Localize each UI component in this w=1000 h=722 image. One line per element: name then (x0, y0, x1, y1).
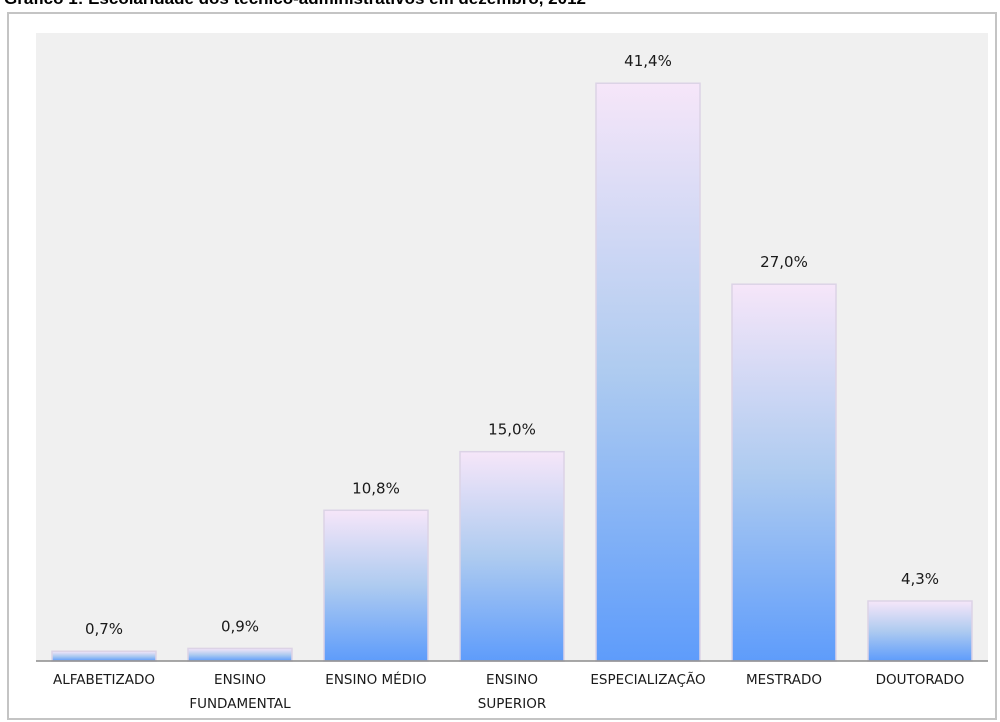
bar (459, 450, 565, 662)
x-tick-label: ENSINO MÉDIO (325, 671, 426, 688)
bar (187, 647, 293, 662)
x-tick-label: ALFABETIZADO (53, 672, 155, 688)
x-tick-label: DOUTORADO (876, 672, 965, 688)
chart-title: Gráfico 1: Escolaridade dos técnico-admi… (4, 0, 586, 9)
bar (867, 600, 973, 662)
bar (731, 283, 837, 662)
data-label: 10,8% (352, 479, 400, 497)
x-tick-label: ENSINO (214, 672, 266, 688)
x-tick-label: ENSINO (486, 672, 538, 688)
bar (51, 650, 157, 662)
x-tick-label: ESPECIALIZAÇÃO (590, 671, 705, 688)
data-label: 27,0% (760, 253, 808, 271)
x-tick-label: FUNDAMENTAL (189, 696, 291, 712)
data-label: 0,7% (85, 620, 123, 638)
data-label: 4,3% (901, 570, 939, 588)
bar (595, 82, 701, 662)
data-label: 41,4% (624, 52, 672, 70)
x-tick-label: SUPERIOR (478, 696, 547, 712)
data-label: 0,9% (221, 617, 259, 635)
bar (323, 509, 429, 662)
data-label: 15,0% (488, 421, 536, 439)
x-tick-label: MESTRADO (746, 672, 822, 688)
x-tick-labels: ALFABETIZADO ENSINO FUNDAMENTAL ENSINO MÉDI… (53, 671, 964, 712)
bars-group: 0,7% 0,9% 10,8% 15,0% 41,4% 27,0% 4,3% (51, 52, 973, 662)
